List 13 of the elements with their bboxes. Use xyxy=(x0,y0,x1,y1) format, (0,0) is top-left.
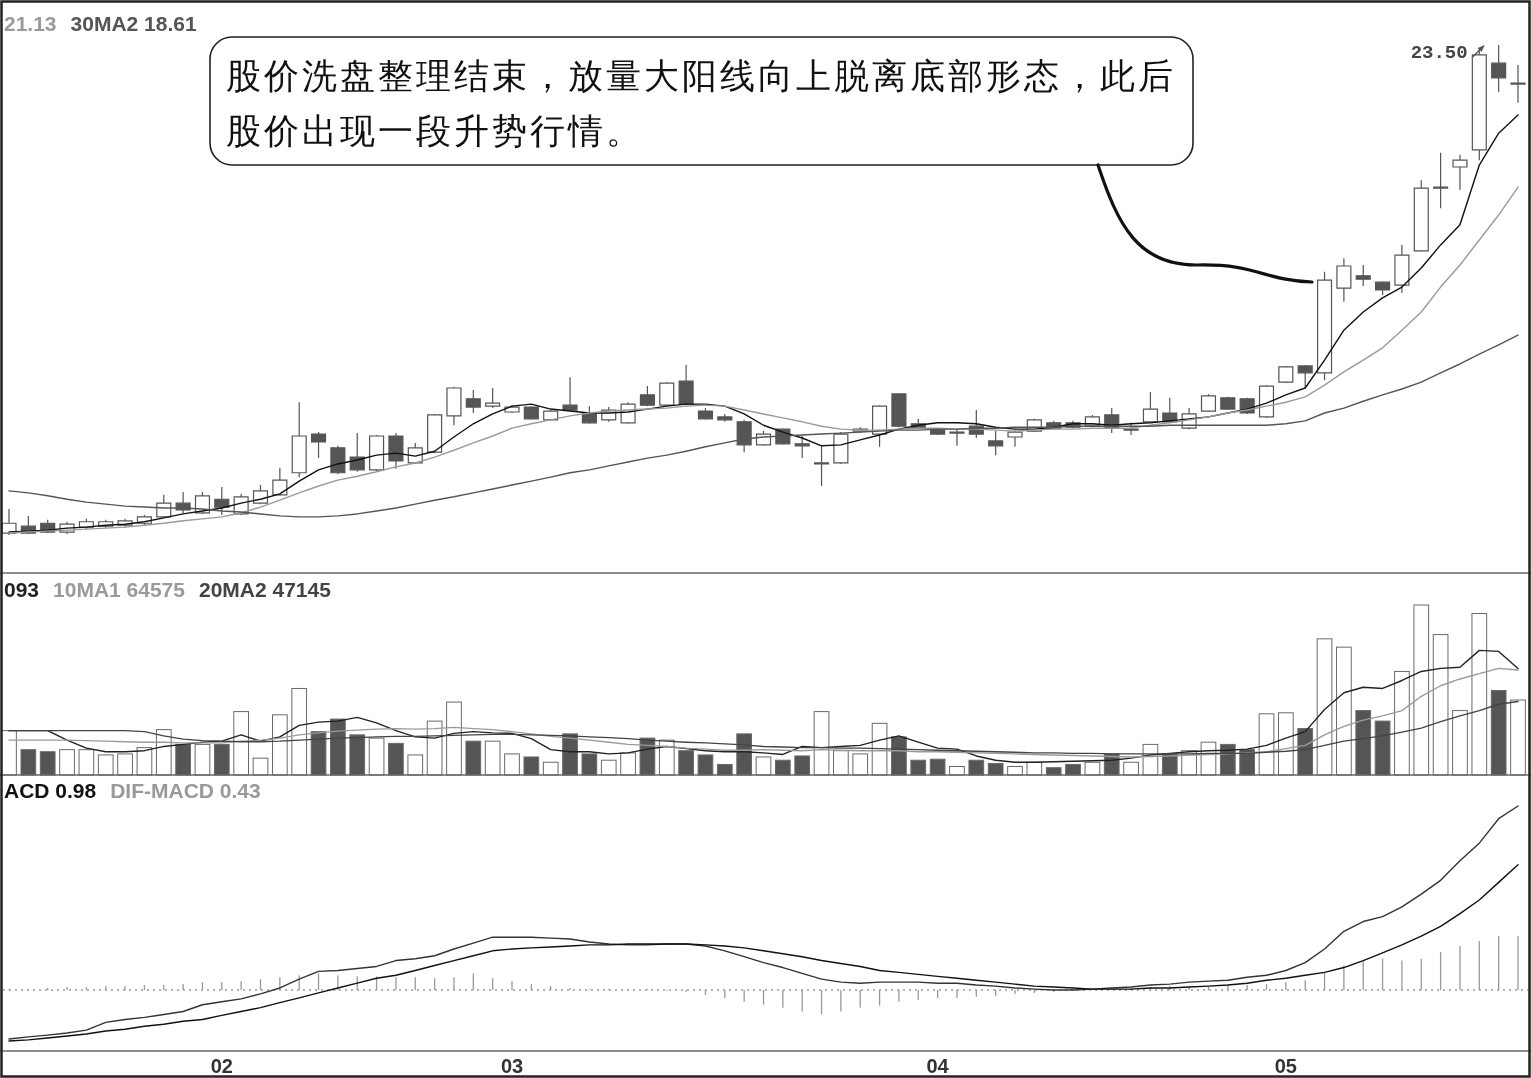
text: 093 xyxy=(4,578,40,601)
x-tick-label: 03 xyxy=(500,1055,524,1077)
text: 10MA1 64575 xyxy=(53,578,186,601)
x-tick-label: 02 xyxy=(210,1055,233,1077)
text: 21.13 xyxy=(4,12,57,35)
text: 20MA2 47145 xyxy=(198,578,332,601)
text: DIF-MACD 0.43 xyxy=(110,779,261,802)
annotation: 股价洗盘整理结束，放量大阳线向上脱离底部形态，此后股价出现一段升势行情。 xyxy=(226,56,1176,151)
x-tick-label: 04 xyxy=(926,1055,950,1077)
x-tick-label: 05 xyxy=(1274,1055,1297,1077)
text: 30MA2 18.61 xyxy=(70,12,197,35)
text: ACD 0.98 xyxy=(4,779,97,802)
annotation: 23.50 xyxy=(1410,42,1468,64)
